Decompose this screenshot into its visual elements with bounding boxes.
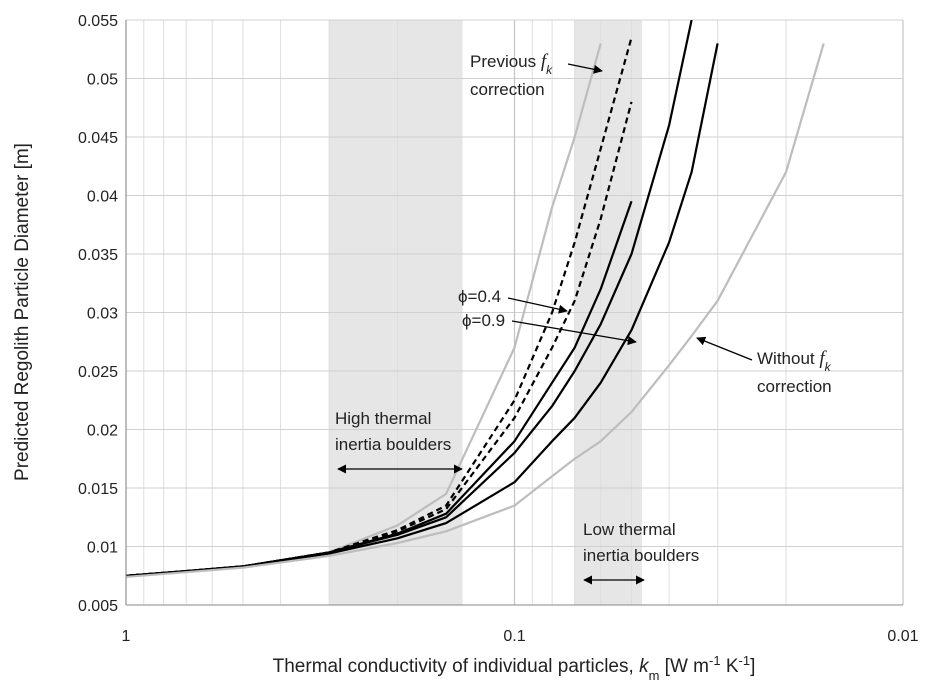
y-tick-label: 0.055 (78, 13, 118, 30)
x-tick-label: 0.1 (503, 628, 525, 645)
annotation: Without fk (757, 348, 832, 374)
arrow (567, 63, 603, 74)
grid (125, 19, 904, 606)
y-tick-label: 0.01 (87, 540, 118, 557)
x-axis-label: Thermal conductivity of individual parti… (273, 653, 756, 683)
annotation: ϕ=0.4 (458, 287, 501, 306)
y-tick-label: 0.045 (78, 130, 118, 147)
x-tick-label: 1 (122, 628, 131, 645)
annotations: Previous fk correction ϕ=0.4 ϕ=0.9 Witho… (335, 51, 832, 585)
annotation: inertia boulders (335, 435, 451, 454)
annotation: correction (757, 377, 832, 396)
arrow (696, 336, 753, 361)
series-line (126, 37, 633, 577)
y-tick-label: 0.025 (78, 364, 118, 381)
annotation: Previous fk (470, 51, 553, 77)
x-tick-label: 0.01 (887, 628, 918, 645)
y-axis-label: Predicted Regolith Particle Diameter [m] (12, 143, 33, 481)
y-tick-label: 0.02 (87, 423, 118, 440)
series-line (126, 101, 633, 577)
y-tick-label: 0.005 (78, 598, 118, 615)
series-line (126, 43, 825, 578)
y-tick-label: 0.05 (87, 72, 118, 89)
arrow (511, 320, 637, 346)
ticks: 0.005 0.01 0.015 0.02 0.025 0.03 0.035 0.04 0.04… (78, 13, 919, 645)
y-tick-label: 0.015 (78, 481, 118, 498)
annotation: inertia boulders (583, 546, 699, 565)
series-line (126, 43, 719, 577)
arrow (507, 297, 568, 314)
y-tick-label: 0.035 (78, 247, 118, 264)
y-tick-label: 0.04 (87, 189, 118, 206)
annotation: correction (470, 80, 545, 99)
y-tick-label: 0.03 (87, 306, 118, 323)
lines (126, 20, 825, 578)
annotation: ϕ=0.9 (462, 311, 505, 330)
annotation: Low thermal (583, 520, 676, 539)
annotation: High thermal (335, 409, 431, 428)
